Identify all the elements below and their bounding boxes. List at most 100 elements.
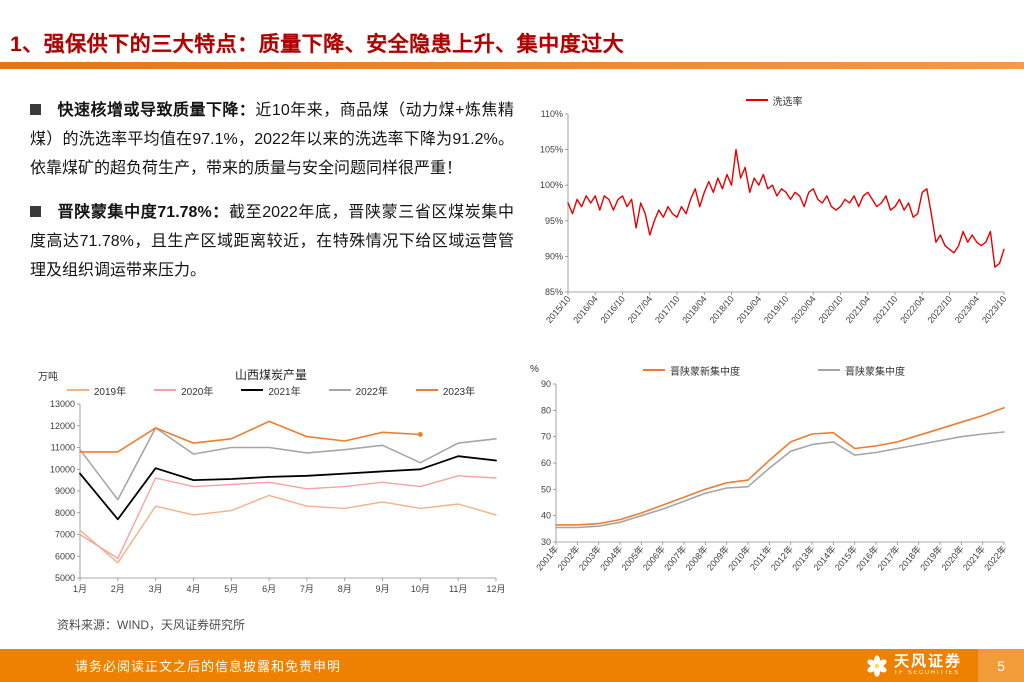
svg-text:9月: 9月 — [376, 584, 390, 594]
footer-bar: 请务必阅读正文之后的信息披露和免责申明 天风证券 TF SECURITIES 5 — [0, 649, 1024, 682]
svg-text:50: 50 — [541, 484, 551, 494]
shanxi-chart-svg: 5000 6000 7000 8000 9000 10000 11000 12000 13000… — [50, 399, 506, 594]
legend-line-swatch — [415, 389, 438, 391]
legend-label: 2019年 — [93, 386, 127, 398]
bullet-square-icon — [30, 104, 41, 115]
svg-text:80: 80 — [541, 405, 551, 415]
legend-label: 2021年 — [268, 386, 301, 398]
wash-rate-legend: 洗选率 — [530, 92, 1018, 108]
concentration-chart-svg: 304050607080902001年2002年2003年2004年2005年2… — [533, 379, 1008, 573]
bullet-text: 截至2022年底，晋陕蒙三省区煤炭集中度高达71.78%，且生产区域距离较近，在… — [30, 204, 514, 279]
page-number: 5 — [978, 649, 1024, 682]
flower-logo-icon — [867, 654, 887, 677]
body-text-column: 快速核增或导致质量下降：近10年来，商品煤（动力煤+炼焦精煤）的洗选率平均值在9… — [30, 96, 514, 300]
svg-text:4月: 4月 — [186, 584, 200, 594]
svg-text:2020/10: 2020/10 — [816, 294, 845, 325]
legend-label: 2023年 — [442, 386, 476, 398]
legend-item: 2019年 — [66, 383, 127, 398]
svg-text:2019/04: 2019/04 — [735, 294, 764, 325]
title-accent-bar — [0, 62, 1024, 69]
svg-text:2020/04: 2020/04 — [789, 294, 818, 325]
page-title: 1、强保供下的三大特点：质量下降、安全隐患上升、集中度过大 — [10, 33, 625, 56]
legend-line-swatch — [328, 389, 351, 391]
legend-item: 2021年 — [241, 383, 301, 398]
svg-text:2015/10: 2015/10 — [544, 294, 573, 325]
chart-title: 山西煤炭产量 — [234, 368, 307, 382]
svg-text:11000: 11000 — [51, 443, 75, 453]
legend-line-swatch — [643, 369, 665, 371]
svg-text:2月: 2月 — [111, 584, 125, 594]
bullet-lead: 快速核增或导致质量下降： — [57, 102, 256, 119]
svg-text:90: 90 — [541, 379, 551, 389]
svg-text:2016/04: 2016/04 — [571, 294, 600, 325]
brand-subtitle: TF SECURITIES — [893, 670, 960, 677]
svg-text:8000: 8000 — [55, 508, 75, 518]
source-note: 资料来源：WIND，天风证券研究所 — [57, 618, 245, 632]
svg-text:2021/10: 2021/10 — [871, 294, 900, 325]
shanxi-legend: 2019年 2020年 2021年 2022年 2023年 — [36, 382, 506, 398]
y-axis-unit-label: % — [530, 364, 539, 375]
legend-line-swatch — [745, 99, 768, 101]
svg-text:60: 60 — [541, 458, 551, 468]
bullet-paragraph-quality: 快速核增或导致质量下降：近10年来，商品煤（动力煤+炼焦精煤）的洗选率平均值在9… — [30, 96, 514, 183]
legend-label: 洗选率 — [772, 96, 803, 108]
svg-text:2022年: 2022年 — [981, 543, 1008, 572]
svg-text:2023/10: 2023/10 — [980, 294, 1009, 325]
svg-text:10月: 10月 — [411, 584, 430, 594]
disclaimer-text: 请务必阅读正文之后的信息披露和免责申明 — [75, 659, 342, 674]
legend-label: 晋陕蒙新集中度 — [670, 366, 740, 378]
svg-text:10000: 10000 — [50, 464, 75, 474]
svg-text:40: 40 — [541, 511, 551, 521]
chart-wash-rate: 洗选率 85% 90% 95% 100% 105% 110% 2015/10 2016/04 2… — [530, 92, 1018, 348]
svg-text:70: 70 — [541, 432, 551, 442]
legend-line-swatch — [154, 389, 177, 391]
svg-text:30: 30 — [541, 537, 551, 547]
svg-text:1月: 1月 — [73, 584, 87, 594]
legend-line-swatch — [66, 389, 89, 391]
svg-text:2017/10: 2017/10 — [653, 294, 682, 325]
legend-item: 洗选率 — [745, 93, 803, 108]
legend-item: 2023年 — [415, 383, 476, 398]
svg-text:2010年: 2010年 — [725, 543, 752, 572]
svg-text:2022/10: 2022/10 — [925, 294, 954, 325]
legend-item: 2020年 — [154, 383, 213, 398]
legend-label: 2020年 — [181, 386, 214, 398]
bullet-text: 近10年来，商品煤（动力煤+炼焦精煤）的洗选率平均值在97.1%，2022年以来… — [30, 102, 514, 177]
svg-text:3月: 3月 — [149, 584, 163, 594]
svg-text:100%: 100% — [540, 180, 563, 190]
chart-shanxi-output: 万吨 山西煤炭产量 2019年 2020年 2021年 2022年 2023年 5000… — [36, 366, 506, 598]
svg-text:5000: 5000 — [55, 573, 75, 583]
svg-text:2016/10: 2016/10 — [598, 294, 627, 325]
svg-text:2017/04: 2017/04 — [626, 294, 655, 325]
svg-text:2019/10: 2019/10 — [762, 294, 791, 325]
svg-text:90%: 90% — [545, 251, 563, 261]
svg-text:7000: 7000 — [55, 530, 75, 540]
chart-concentration: % 晋陕蒙新集中度 晋陕蒙集中度 30 40 50 60 70 80 90 2001年 2002年… — [528, 362, 1020, 590]
svg-text:105%: 105% — [540, 145, 563, 155]
bullet-paragraph-concentration: 晋陕蒙集中度71.78%：截至2022年底，晋陕蒙三省区煤炭集中度高达71.78… — [30, 198, 514, 285]
svg-text:6000: 6000 — [55, 551, 75, 561]
svg-text:95%: 95% — [545, 216, 563, 226]
brand-block: 天风证券 TF SECURITIES — [866, 649, 962, 682]
svg-text:2022/04: 2022/04 — [898, 294, 927, 325]
svg-text:5月: 5月 — [224, 584, 238, 594]
svg-text:2018/10: 2018/10 — [707, 294, 736, 325]
svg-text:2023/04: 2023/04 — [953, 294, 982, 325]
svg-text:2021/04: 2021/04 — [844, 294, 873, 325]
svg-text:7月: 7月 — [300, 584, 314, 594]
svg-text:12月: 12月 — [486, 584, 505, 594]
concentration-chart-header: % 晋陕蒙新集中度 晋陕蒙集中度 — [528, 362, 1020, 378]
concentration-legend: 晋陕蒙新集中度 晋陕蒙集中度 — [528, 362, 1020, 378]
svg-text:2018/04: 2018/04 — [680, 294, 709, 325]
svg-text:110%: 110% — [541, 109, 563, 119]
svg-text:8月: 8月 — [338, 584, 352, 594]
brand-text: 天风证券 TF SECURITIES — [893, 652, 962, 677]
svg-text:85%: 85% — [545, 287, 563, 297]
legend-item: 2022年 — [328, 383, 388, 398]
wash-rate-chart-svg: 85% 90% 95% 100% 105% 110% 2015/102016/042016/… — [540, 109, 1009, 325]
svg-text:11月: 11月 — [449, 584, 467, 594]
bullet-square-icon — [30, 206, 41, 217]
svg-text:6月: 6月 — [262, 584, 276, 594]
brand-name: 天风证券 — [893, 652, 962, 670]
